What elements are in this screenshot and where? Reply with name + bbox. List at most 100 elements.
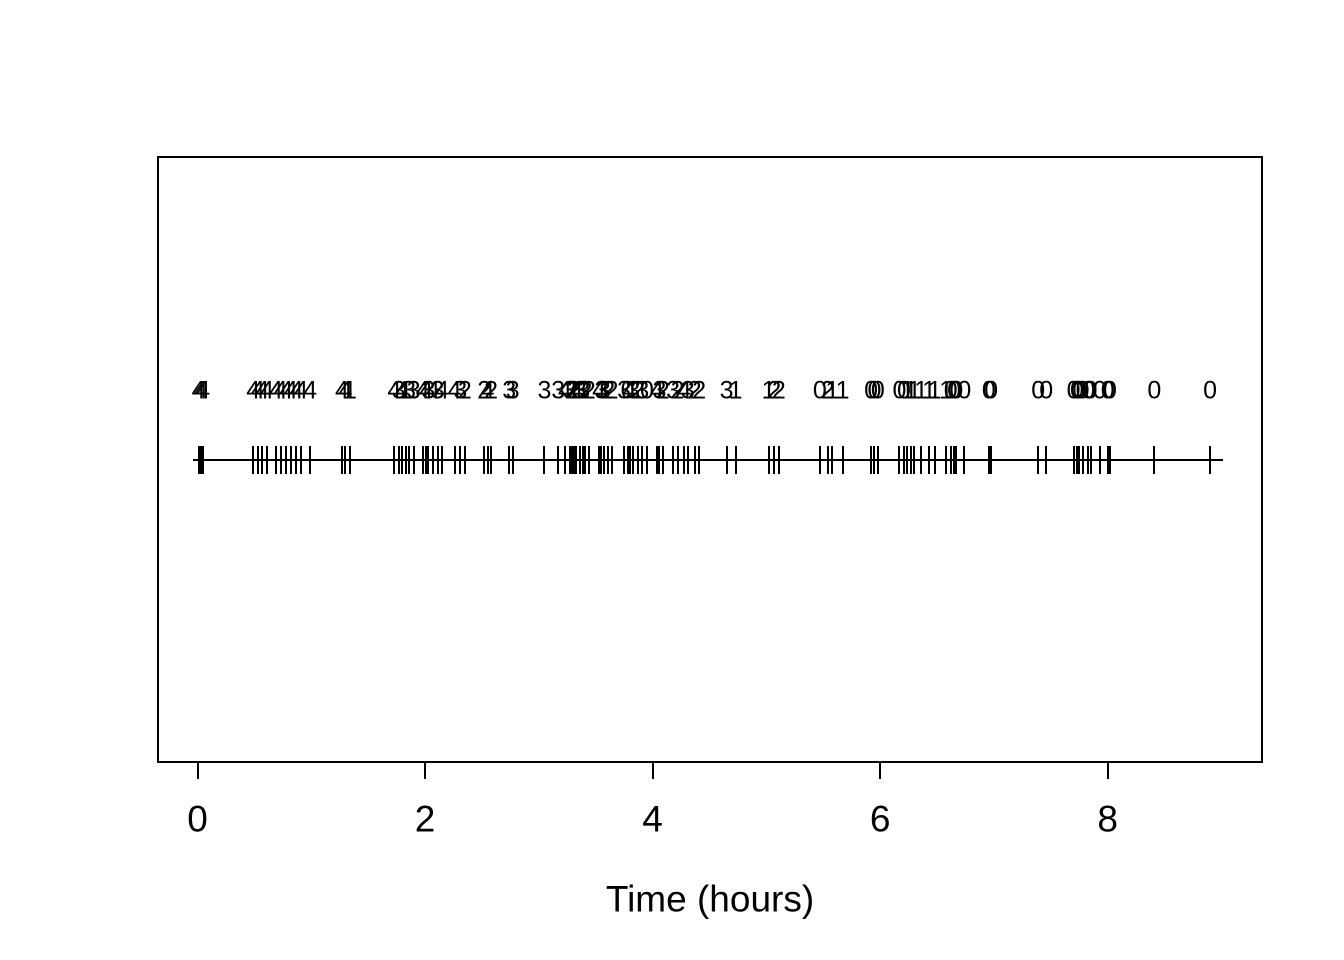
event-tick: [602, 446, 605, 474]
event-count-label: 4: [650, 376, 665, 405]
event-tick: [202, 446, 205, 474]
event-count-label: 0: [864, 376, 878, 405]
event-count-label: 4: [338, 376, 353, 405]
event-count-label: 4: [289, 376, 304, 405]
event-tick: [275, 446, 277, 474]
event-tick: [607, 446, 610, 474]
event-tick: [1075, 446, 1078, 474]
event-tick: [285, 446, 288, 474]
event-tick: [1106, 446, 1109, 474]
event-tick: [459, 446, 462, 474]
event-count-label: 0: [1072, 376, 1087, 405]
event-tick: [1081, 446, 1084, 474]
event-count-label: 0: [1083, 376, 1098, 405]
event-count-label: 0: [639, 376, 654, 405]
event-count-label: 4: [622, 376, 637, 405]
x-axis-tick: [196, 763, 199, 779]
event-tick: [348, 446, 351, 474]
event-count-label: 3: [505, 376, 520, 405]
event-tick: [575, 446, 578, 474]
event-count-label: 0: [981, 376, 996, 405]
event-count-label: 0: [1102, 376, 1117, 405]
event-tick: [672, 446, 675, 474]
event-tick: [920, 446, 923, 474]
event-tick: [933, 446, 936, 474]
event-tick: [683, 446, 686, 474]
event-count-label: 0: [892, 376, 907, 405]
event-count-label: 2: [767, 376, 782, 405]
event-tick: [1087, 446, 1090, 474]
event-tick: [658, 446, 661, 474]
event-tick: [725, 446, 728, 474]
event-count-label: 2: [771, 376, 786, 405]
event-tick: [261, 446, 264, 474]
event-tick: [483, 446, 486, 474]
event-count-label: 2: [670, 376, 685, 405]
event-count-label: 4: [569, 376, 584, 405]
event-tick: [508, 446, 511, 474]
event-tick: [1072, 446, 1075, 474]
x-axis-tick: [424, 763, 427, 779]
event-tick: [632, 446, 635, 474]
event-count-label: 0: [1092, 376, 1107, 405]
event-tick: [953, 446, 956, 474]
event-tick: [570, 446, 573, 474]
event-count-label: 3: [596, 376, 611, 405]
event-count-label: 4: [335, 376, 349, 405]
event-count-label: 0: [943, 376, 958, 405]
event-count-label: 1: [939, 376, 954, 405]
event-count-label: 0: [897, 376, 911, 405]
event-tick: [906, 446, 909, 474]
event-count-label: 4: [269, 376, 283, 405]
event-tick: [425, 446, 428, 474]
event-count-label: 0: [867, 376, 882, 405]
event-tick: [289, 446, 292, 474]
event-count-label: 3: [562, 376, 577, 405]
x-axis-tick-label: 8: [1097, 798, 1118, 840]
event-count-label: 1: [835, 376, 850, 405]
event-tick: [661, 446, 664, 474]
event-count-label: 4: [415, 376, 430, 405]
event-count-label: 0: [1100, 376, 1115, 405]
event-count-label: 4: [303, 376, 318, 405]
event-tick: [309, 446, 312, 474]
event-count-label: 2: [687, 376, 702, 405]
event-tick: [1209, 446, 1212, 474]
event-count-label: 2: [581, 376, 596, 405]
event-tick: [344, 446, 347, 474]
event-count-label: 4: [677, 376, 692, 405]
event-tick: [300, 446, 303, 474]
event-count-label: 4: [193, 376, 208, 405]
event-tick: [600, 446, 603, 474]
event-count-label: 1: [728, 376, 743, 405]
event-count-label: 0: [1031, 376, 1046, 405]
event-count-label: 0: [1147, 376, 1162, 405]
event-count-label: 0: [1069, 376, 1084, 405]
event-tick: [777, 446, 780, 474]
event-tick: [578, 446, 581, 474]
event-tick: [401, 446, 404, 474]
event-count-label: 3: [617, 376, 632, 405]
event-count-label: 4: [592, 376, 607, 405]
event-tick: [698, 446, 701, 474]
event-count-label: 3: [402, 376, 417, 405]
event-count-label: 4: [395, 376, 410, 405]
event-count-label: 0: [812, 376, 827, 405]
event-count-label: 2: [564, 376, 579, 405]
event-tick: [610, 446, 613, 474]
event-count-label: 4: [279, 376, 294, 405]
x-axis-tick-label: 0: [187, 798, 208, 840]
event-tick: [432, 446, 434, 474]
event-count-label: 3: [576, 376, 591, 405]
event-tick: [1089, 446, 1092, 474]
event-count-label: 3: [626, 376, 641, 405]
event-tick: [486, 446, 489, 474]
event-count-label: 0: [1081, 376, 1096, 405]
event-tick: [598, 446, 601, 474]
event-tick: [831, 446, 834, 474]
event-count-label: 1: [825, 376, 840, 405]
event-count-label: 4: [273, 376, 288, 405]
event-count-label: 3: [537, 376, 552, 405]
event-tick: [404, 446, 407, 474]
